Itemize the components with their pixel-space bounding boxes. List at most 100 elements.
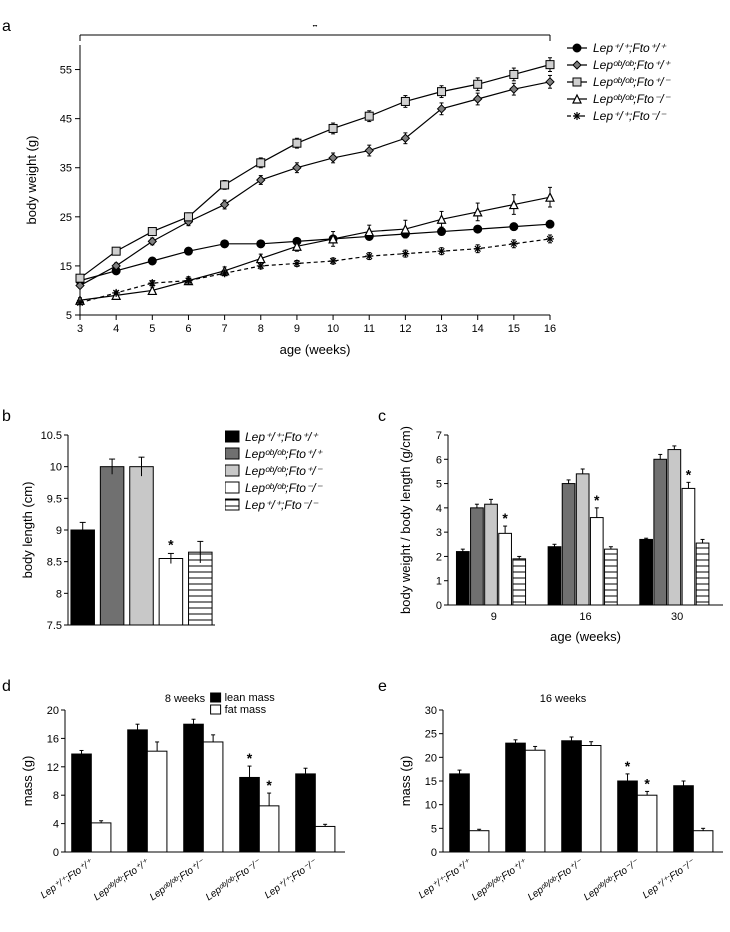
svg-text:4: 4	[436, 503, 442, 515]
svg-text:Lep⁺/⁺;Fto⁺/⁺: Lep⁺/⁺;Fto⁺/⁺	[39, 857, 96, 901]
svg-text:45: 45	[60, 114, 72, 126]
svg-text:0: 0	[53, 847, 59, 859]
svg-text:10: 10	[50, 462, 62, 474]
svg-text:2: 2	[436, 551, 442, 563]
svg-text:Lep⁺/⁺;Fto⁻/⁻: Lep⁺/⁺;Fto⁻/⁻	[245, 498, 319, 512]
svg-text:Lepᵒᵇ/ᵒᵇ;Fto⁺/⁺: Lepᵒᵇ/ᵒᵇ;Fto⁺/⁺	[92, 857, 151, 903]
svg-text:age (weeks): age (weeks)	[550, 629, 621, 644]
svg-text:55: 55	[60, 65, 72, 77]
svg-text:8 weeks: 8 weeks	[165, 693, 206, 705]
svg-text:30: 30	[425, 705, 437, 717]
svg-text:12: 12	[47, 762, 59, 774]
svg-text:*: *	[625, 758, 631, 774]
panel-a-chart: 51525354555345678910111213141516age (wee…	[20, 25, 560, 360]
panel-b-legend: Lep⁺/⁺;Fto⁺/⁺ Lepᵒᵇ/ᵒᵇ;Fto⁺/⁺ Lepᵒᵇ/ᵒᵇ;Fto…	[225, 425, 375, 520]
svg-text:*: *	[644, 775, 650, 791]
svg-text:1: 1	[436, 576, 442, 588]
svg-text:Lepᵒᵇ/ᵒᵇ;Fto⁺/⁻: Lepᵒᵇ/ᵒᵇ;Fto⁺/⁻	[526, 857, 585, 903]
svg-text:35: 35	[60, 163, 72, 175]
svg-text:*: *	[266, 777, 272, 793]
svg-text:8.5: 8.5	[47, 557, 62, 569]
svg-text:11: 11	[364, 323, 375, 335]
svg-text:20: 20	[425, 752, 437, 764]
panel-c-chart: 0 1 2 3 4 5 6 7 body weight / body length (g/cm)…	[398, 425, 728, 645]
svg-text:15: 15	[425, 776, 437, 788]
svg-text:Lep⁺/⁺;Fto⁻/⁻: Lep⁺/⁺;Fto⁻/⁻	[593, 109, 667, 123]
svg-text:10.5: 10.5	[41, 430, 62, 442]
svg-text:25: 25	[60, 212, 72, 224]
svg-text:5: 5	[149, 323, 155, 335]
svg-text:16: 16	[544, 323, 556, 335]
svg-text:6: 6	[436, 454, 442, 466]
svg-text:10: 10	[327, 323, 339, 335]
svg-text:*: *	[594, 492, 600, 508]
svg-text:4: 4	[113, 323, 119, 335]
svg-text:3: 3	[77, 323, 83, 335]
svg-text:Lep⁺/⁺;Fto⁻/⁻: Lep⁺/⁺;Fto⁻/⁻	[263, 857, 320, 901]
svg-text:*: *	[686, 466, 692, 482]
svg-text:lean mass: lean mass	[225, 692, 276, 704]
svg-text:*: *	[247, 750, 253, 766]
svg-text:9: 9	[294, 323, 300, 335]
svg-text:body weight / body length (g/c: body weight / body length (g/cm)	[398, 426, 413, 614]
svg-text:4: 4	[53, 819, 59, 831]
svg-text:Lepᵒᵇ/ᵒᵇ;Fto⁺/⁻: Lepᵒᵇ/ᵒᵇ;Fto⁺/⁻	[245, 464, 324, 478]
svg-text:7: 7	[436, 430, 442, 442]
svg-text:15: 15	[60, 261, 72, 273]
svg-text:Lepᵒᵇ/ᵒᵇ;Fto⁻/⁻: Lepᵒᵇ/ᵒᵇ;Fto⁻/⁻	[245, 481, 324, 495]
svg-text:*: *	[312, 25, 318, 34]
svg-text:Lepᵒᵇ/ᵒᵇ;Fto⁻/⁻: Lepᵒᵇ/ᵒᵇ;Fto⁻/⁻	[593, 92, 672, 106]
svg-text:5: 5	[66, 310, 72, 322]
panel-label-b: b	[2, 408, 11, 426]
svg-text:9.5: 9.5	[47, 493, 62, 505]
panel-b-chart: 7.5 8 8.5 9 9.5 10 10.5 body length (cm) *	[20, 425, 220, 645]
svg-text:*: *	[502, 510, 508, 526]
svg-text:8: 8	[56, 588, 62, 600]
svg-text:3: 3	[436, 527, 442, 539]
svg-text:8: 8	[258, 323, 264, 335]
svg-text:12: 12	[399, 323, 411, 335]
svg-text:9: 9	[56, 525, 62, 537]
svg-text:Lep⁺/⁺;Fto⁻/⁻: Lep⁺/⁺;Fto⁻/⁻	[641, 857, 698, 901]
svg-text:Lep⁺/⁺;Fto⁺/⁺: Lep⁺/⁺;Fto⁺/⁺	[245, 430, 319, 444]
svg-text:13: 13	[435, 323, 447, 335]
panel-e-chart: 051015202530mass (g)16 weeksLep⁺/⁺;Fto⁺/…	[398, 690, 728, 920]
svg-text:Lepᵒᵇ/ᵒᵇ;Fto⁺/⁺: Lepᵒᵇ/ᵒᵇ;Fto⁺/⁺	[593, 58, 672, 72]
svg-text:Lepᵒᵇ/ᵒᵇ;Fto⁻/⁻: Lepᵒᵇ/ᵒᵇ;Fto⁻/⁻	[582, 857, 641, 903]
svg-text:16: 16	[579, 611, 591, 623]
svg-text:body length (cm): body length (cm)	[20, 482, 35, 579]
svg-text:15: 15	[508, 323, 520, 335]
panel-a-legend: Lep⁺/⁺;Fto⁺/⁺ Lepᵒᵇ/ᵒᵇ;Fto⁺/⁺ Lepᵒᵇ/ᵒᵇ;Fto…	[565, 38, 725, 138]
svg-text:Lep⁺/⁺;Fto⁺/⁺: Lep⁺/⁺;Fto⁺/⁺	[593, 41, 667, 55]
svg-text:fat mass: fat mass	[225, 704, 267, 716]
panel-label-a: a	[2, 18, 11, 36]
svg-text:0: 0	[431, 847, 437, 859]
svg-text:7: 7	[222, 323, 228, 335]
svg-text:10: 10	[425, 800, 437, 812]
svg-text:mass (g): mass (g)	[398, 756, 413, 807]
svg-text:30: 30	[671, 611, 683, 623]
svg-text:Lepᵒᵇ/ᵒᵇ;Fto⁺/⁺: Lepᵒᵇ/ᵒᵇ;Fto⁺/⁺	[245, 447, 324, 461]
svg-text:5: 5	[431, 823, 437, 835]
svg-text:25: 25	[425, 729, 437, 741]
svg-text:0: 0	[436, 600, 442, 612]
svg-text:mass (g): mass (g)	[20, 756, 35, 807]
svg-text:5: 5	[436, 479, 442, 491]
panel-label-e: e	[378, 678, 387, 696]
svg-text:Lepᵒᵇ/ᵒᵇ;Fto⁺/⁺: Lepᵒᵇ/ᵒᵇ;Fto⁺/⁺	[470, 857, 529, 903]
svg-text:14: 14	[472, 323, 484, 335]
svg-text:Lepᵒᵇ/ᵒᵇ;Fto⁺/⁻: Lepᵒᵇ/ᵒᵇ;Fto⁺/⁻	[148, 857, 207, 903]
svg-text:Lepᵒᵇ/ᵒᵇ;Fto⁻/⁻: Lepᵒᵇ/ᵒᵇ;Fto⁻/⁻	[204, 857, 263, 903]
svg-text:age (weeks): age (weeks)	[280, 342, 351, 357]
svg-text:7.5: 7.5	[47, 620, 62, 632]
svg-text:6: 6	[185, 323, 191, 335]
svg-text:9: 9	[491, 611, 497, 623]
svg-text:body weight (g): body weight (g)	[24, 136, 39, 225]
svg-text:16: 16	[47, 733, 59, 745]
panel-d-chart: 048121620mass (g)8 weeksLep⁺/⁺;Fto⁺/⁺Lep…	[20, 690, 350, 920]
svg-text:20: 20	[47, 705, 59, 717]
svg-text:Lepᵒᵇ/ᵒᵇ;Fto⁺/⁻: Lepᵒᵇ/ᵒᵇ;Fto⁺/⁻	[593, 75, 672, 89]
panel-label-d: d	[2, 678, 11, 696]
svg-text:8: 8	[53, 790, 59, 802]
svg-text:*: *	[168, 536, 174, 552]
